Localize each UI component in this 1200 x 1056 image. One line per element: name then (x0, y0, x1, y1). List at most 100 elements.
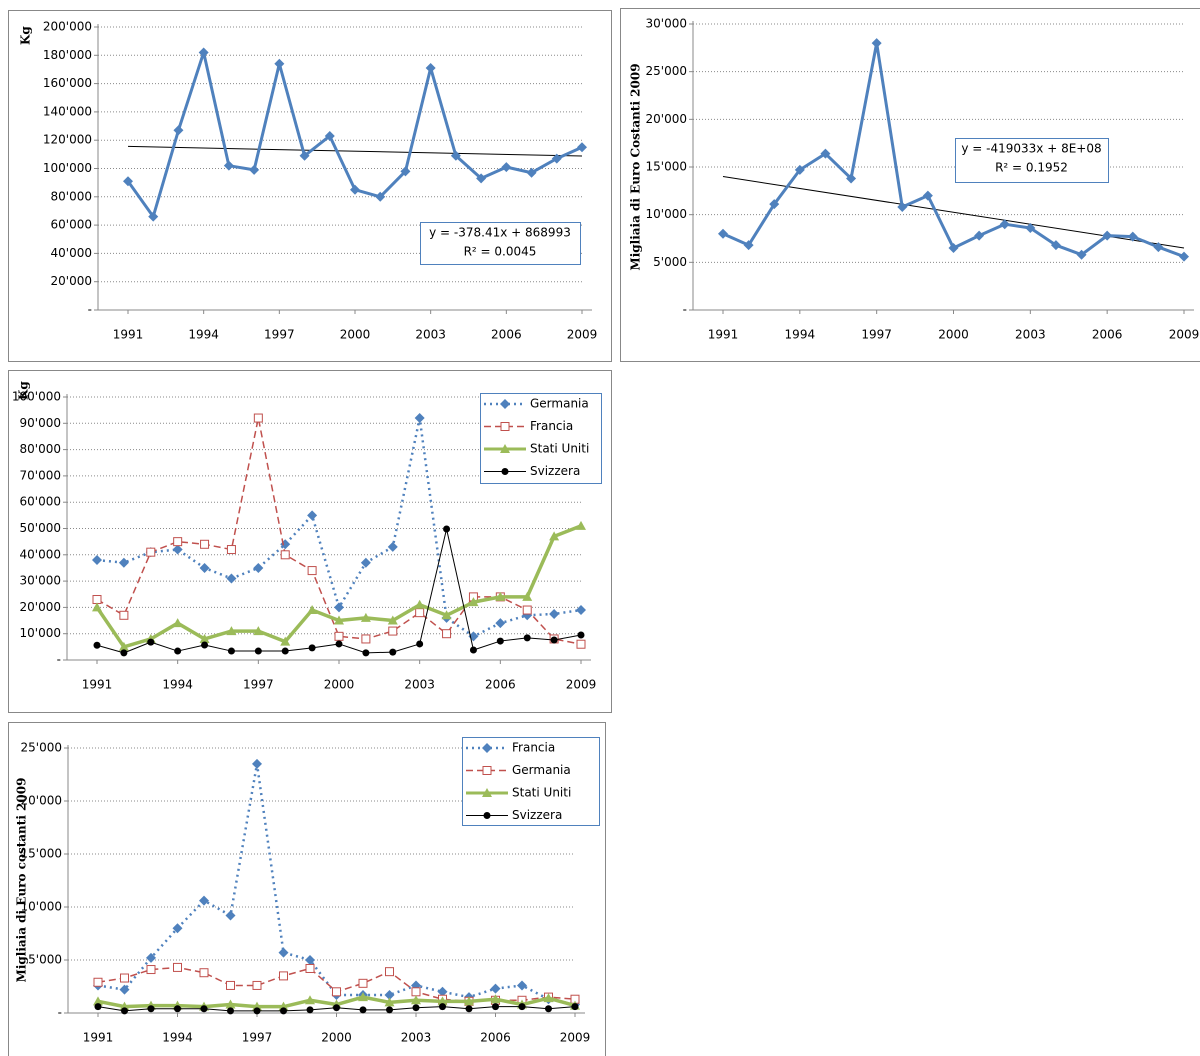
data-point (280, 550, 290, 560)
x-tick-label: 1997 (243, 678, 274, 692)
data-point (922, 190, 933, 201)
data-point (173, 962, 182, 972)
data-point (846, 173, 857, 184)
data-point (974, 230, 985, 241)
legend-marker (500, 422, 510, 431)
data-point (307, 566, 317, 576)
data-point (518, 1003, 526, 1011)
data-point (227, 647, 235, 655)
data-point (476, 173, 487, 184)
x-tick-label: 2003 (404, 678, 435, 692)
x-tick-label: 2003 (401, 1031, 432, 1045)
data-point (414, 413, 425, 424)
data-point (334, 602, 344, 613)
data-point (226, 980, 235, 990)
data-point (252, 1001, 262, 1011)
data-point (174, 1005, 181, 1013)
data-point (359, 1006, 367, 1014)
data-point (549, 608, 560, 619)
chart: - 20'000 40'000 60'000 80'000 100'000 120'000 1… (8, 10, 612, 362)
data-point (93, 996, 103, 1006)
data-point (385, 967, 394, 977)
legend-marker (482, 766, 492, 775)
data-point (384, 989, 395, 1000)
x-tick-label: 2000 (321, 1031, 352, 1045)
data-point (361, 634, 371, 644)
data-point (199, 895, 209, 906)
data-point (437, 996, 448, 1006)
x-tick-label: 2009 (1169, 328, 1200, 342)
y-axis-title: Migliaia di Euro costanti 2009 (15, 778, 29, 983)
data-point (172, 923, 183, 934)
data-point (278, 1001, 289, 1011)
legend-label: Stati Uniti (512, 786, 571, 800)
trend-annotation-box (420, 222, 581, 265)
y-tick-label: 30'000 (646, 17, 687, 31)
y-tick-label: 160'000 (43, 76, 92, 90)
data-point (280, 636, 291, 646)
data-point (389, 648, 397, 656)
legend-label: Germania (512, 763, 571, 777)
data-point (897, 202, 908, 213)
data-point (362, 649, 370, 657)
data-point (306, 1006, 314, 1014)
data-point (147, 1005, 155, 1013)
data-point (412, 1004, 420, 1012)
y-tick-label: 10'000 (646, 207, 687, 221)
data-point (173, 125, 184, 136)
x-tick-label: 2000 (324, 678, 355, 692)
data-point (549, 531, 560, 541)
y-tick-label: 60'000 (51, 218, 92, 232)
data-point (718, 228, 728, 239)
data-point (223, 160, 234, 171)
x-tick-label: 2000 (340, 328, 371, 342)
data-point (227, 1007, 234, 1015)
y-tick-label: 20'000 (20, 600, 61, 614)
data-point (550, 636, 558, 644)
y-tick-label: 200'000 (43, 20, 92, 34)
data-point (252, 758, 262, 769)
y-tick-label: 10'000 (21, 900, 62, 914)
legend-marker (483, 812, 491, 819)
data-point (576, 520, 586, 530)
data-point (123, 176, 133, 187)
data-point (999, 219, 1010, 230)
data-point (253, 413, 263, 423)
data-point (274, 58, 285, 69)
trend-annotation: R² = 0.1952 (995, 161, 1068, 175)
data-point (495, 591, 506, 601)
data-point (386, 1006, 393, 1014)
data-point (120, 973, 129, 983)
data-point (173, 537, 183, 547)
data-point (146, 965, 156, 975)
trend-annotation: y = -419033x + 8E+08 (961, 142, 1101, 156)
data-point (118, 641, 129, 651)
data-point (253, 1007, 261, 1015)
data-point (280, 1007, 287, 1015)
data-point (577, 631, 585, 639)
data-point (1025, 223, 1036, 234)
data-point (199, 562, 210, 573)
data-point (174, 647, 182, 655)
chart: - 5'000 10'000 15'000 20'000 25'000 30'000 1991… (620, 8, 1200, 362)
data-point (543, 993, 554, 1003)
chart: - 5'000 10'000 15'000 20'000 25'000 1991 1994 19… (8, 722, 606, 1056)
data-point (443, 525, 451, 533)
legend-label: Svizzera (530, 464, 580, 478)
data-point (375, 191, 386, 202)
data-point (119, 1001, 130, 1011)
y-tick-label: 30'000 (20, 574, 61, 588)
data-point (360, 557, 371, 568)
data-point (358, 978, 368, 988)
data-point (281, 647, 289, 655)
data-point (439, 1003, 446, 1011)
data-point (305, 955, 315, 965)
y-tick-label: - (58, 1006, 62, 1020)
data-point (307, 510, 318, 521)
y-tick-label: 180'000 (43, 48, 92, 62)
x-tick-label: 2006 (491, 328, 522, 342)
y-tick-label: 5'000 (28, 953, 62, 967)
x-tick-label: 1991 (113, 328, 144, 342)
data-point (501, 162, 512, 173)
data-point (199, 633, 210, 643)
